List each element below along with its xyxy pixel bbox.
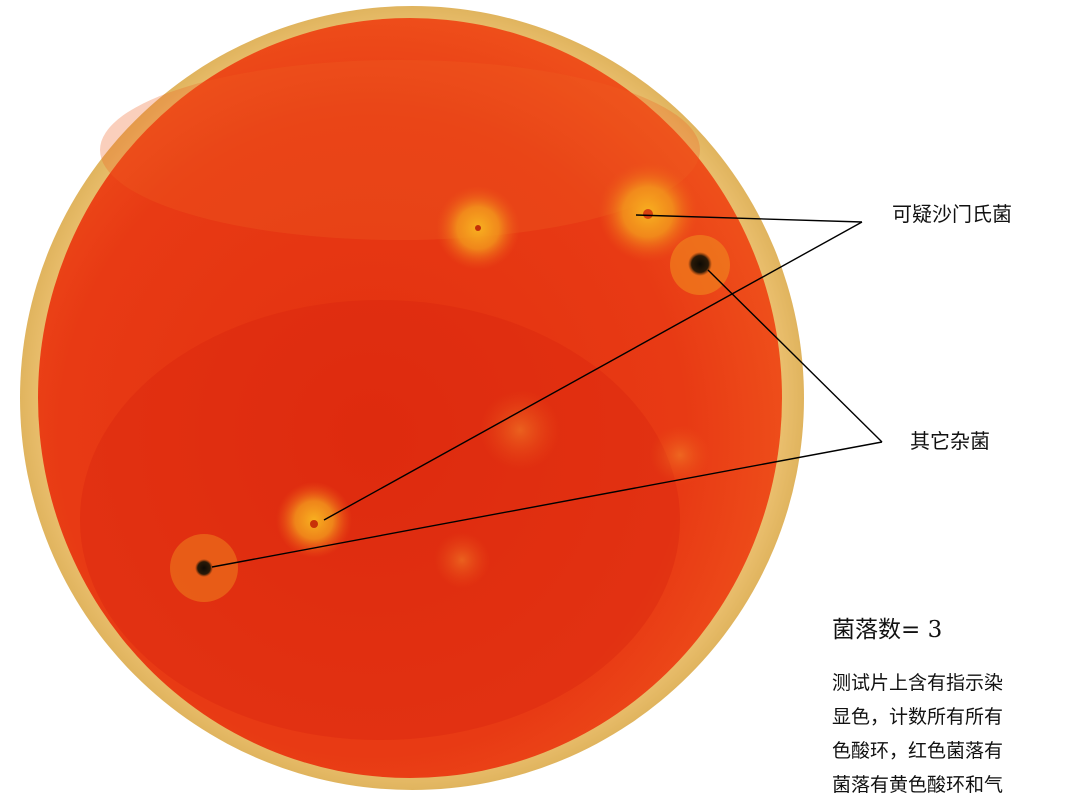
faint-spot xyxy=(434,532,490,588)
salmonella-callout-line xyxy=(323,221,863,521)
faint-spot xyxy=(480,390,560,470)
dark-colony xyxy=(195,559,213,577)
description-line: 测试片上含有指示染 xyxy=(832,672,1004,694)
description-line: 色酸环，红色菌落有 xyxy=(832,740,1004,762)
salmonella-callout-line xyxy=(635,214,863,223)
dark-colony xyxy=(688,252,712,276)
description-line: 显色，计数所有所有 xyxy=(832,706,1004,728)
faint-spot xyxy=(650,425,710,485)
colony xyxy=(310,520,318,528)
other-callout-line xyxy=(211,441,883,568)
other-callout-line xyxy=(707,269,883,443)
colony xyxy=(643,209,653,219)
colony xyxy=(475,225,481,231)
colony-count-label: 菌落数= 3 xyxy=(832,617,943,643)
description-line: 菌落有黄色酸环和气 xyxy=(832,774,1004,796)
other-bacteria-label: 其它杂菌 xyxy=(910,429,990,453)
agar-shadow xyxy=(80,300,680,740)
suspect-salmonella-label: 可疑沙门氏菌 xyxy=(892,202,1012,226)
agar-highlight xyxy=(100,60,700,240)
